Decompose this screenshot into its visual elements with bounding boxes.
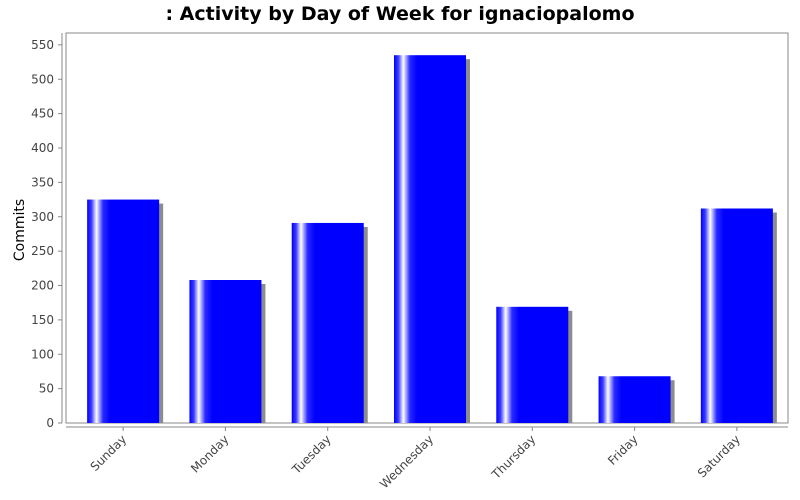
x-tick-label: Tuesday	[289, 432, 334, 477]
bar-thursday	[496, 306, 569, 423]
y-tick-label: 150	[31, 313, 54, 327]
bars-group	[87, 55, 777, 423]
y-tick-label: 100	[31, 347, 54, 361]
y-axis: 0 50 100 150 200 250 300 350 400 450 500 550	[31, 33, 63, 430]
y-tick-label: 0	[46, 416, 54, 430]
x-tick-label: Friday	[605, 432, 641, 468]
y-tick-label: 200	[31, 279, 54, 293]
x-axis: Sunday Monday Tuesday Wednesday Thursday Frid…	[66, 426, 788, 491]
x-tick-label: Monday	[188, 432, 231, 475]
bar-monday	[189, 280, 262, 423]
x-tick-label: Wednesday	[377, 432, 436, 491]
y-axis-label: Commits	[12, 199, 28, 261]
y-tick-label: 350	[31, 175, 54, 189]
y-tick-label: 250	[31, 244, 54, 258]
bar-tuesday	[291, 222, 364, 423]
bar-friday	[598, 376, 671, 423]
y-tick-label: 400	[31, 141, 54, 155]
y-tick-label: 50	[39, 382, 54, 396]
y-tick-label: 550	[31, 38, 54, 52]
x-tick-label: Sunday	[88, 432, 130, 474]
x-tick-label: Thursday	[488, 432, 538, 482]
bar-saturday	[700, 208, 773, 423]
y-tick-label: 300	[31, 210, 54, 224]
y-tick-label: 450	[31, 107, 54, 121]
y-tick-label: 500	[31, 72, 54, 86]
bar-wednesday	[394, 55, 466, 423]
x-tick-label: Saturday	[695, 432, 743, 480]
chart-title: : Activity by Day of Week for ignaciopal…	[165, 3, 634, 25]
bar-sunday	[87, 199, 160, 423]
